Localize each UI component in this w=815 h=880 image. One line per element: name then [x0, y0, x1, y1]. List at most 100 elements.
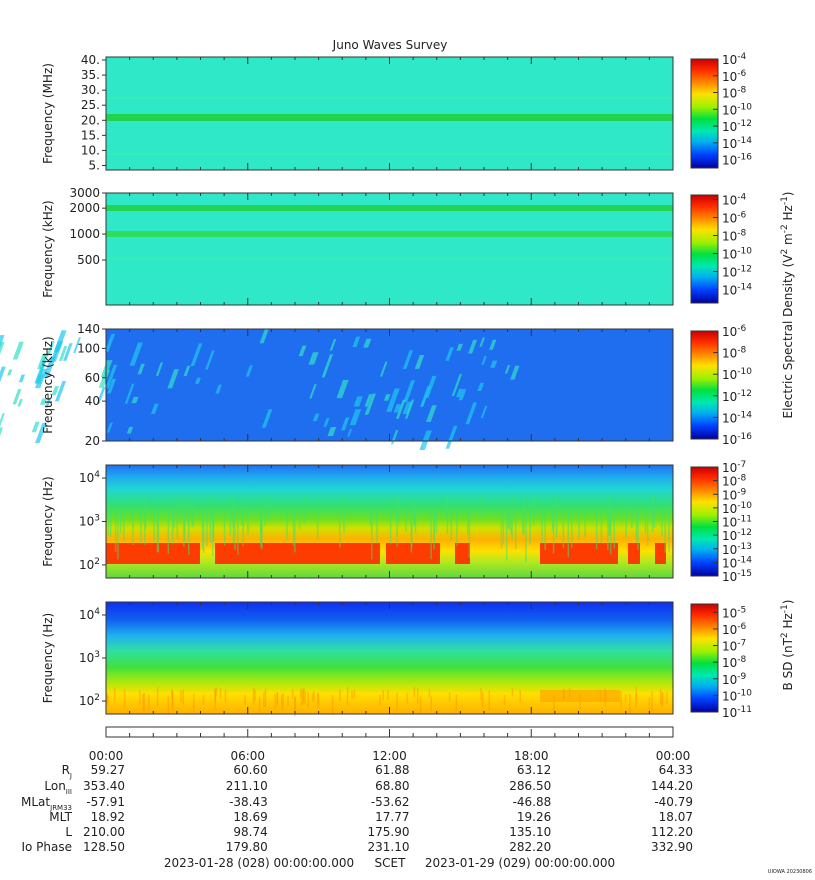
texture-streak	[661, 692, 664, 705]
burst-streak	[124, 383, 135, 404]
y-tick-label: 3000	[69, 186, 100, 200]
burst-streak	[0, 335, 5, 350]
ephemeris-value: 63.12	[517, 763, 551, 777]
texture-streak	[219, 688, 222, 699]
texture-streak	[313, 691, 315, 701]
texture-streak	[300, 690, 303, 706]
texture-streak	[455, 694, 458, 711]
colorbar-tick-label: 10-4	[722, 52, 747, 67]
texture-streak	[376, 508, 378, 544]
texture-streak	[264, 495, 266, 526]
burst-streak	[167, 369, 180, 389]
ephemeris-value: 98.74	[233, 825, 267, 839]
burst-streak	[104, 333, 116, 353]
burst-streak	[0, 413, 5, 427]
texture-streak	[620, 691, 622, 708]
texture-streak	[369, 502, 372, 525]
colorbar-tick-label: 10-10	[722, 688, 752, 703]
colorbar-tick-label: 10-12	[722, 119, 752, 134]
texture-streak	[254, 689, 256, 701]
y-tick-label: 20.	[81, 113, 100, 127]
texture-streak	[302, 688, 304, 705]
texture-streak	[182, 689, 184, 705]
burst-streak	[393, 404, 402, 413]
texture-streak	[508, 508, 511, 531]
emission-line	[106, 153, 673, 155]
intense-emission	[540, 543, 618, 564]
texture-streak	[609, 499, 611, 534]
texture-streak	[138, 690, 141, 705]
texture-streak	[646, 512, 649, 546]
colorbar-tick-label: 10-15	[722, 569, 752, 584]
burst-streak	[402, 350, 414, 369]
texture-streak	[488, 690, 490, 711]
panel-2-image	[106, 193, 673, 305]
y-tick-label: 140	[77, 322, 100, 336]
colorbar-tick-label: 10-14	[722, 283, 752, 298]
texture-streak	[398, 497, 400, 524]
burst-streak	[404, 399, 415, 419]
burst-streak	[194, 377, 201, 384]
colorbar-tick-label: 10-16	[722, 153, 752, 168]
stamp-watermark: UIOWA 20230806	[768, 869, 812, 875]
ephemeris-value: 61.88	[375, 763, 409, 777]
footer-scet-label: SCET	[375, 856, 407, 870]
texture-streak	[413, 687, 416, 698]
texture-streak	[299, 688, 302, 699]
colorbar-tick-label: 10-12	[722, 265, 752, 280]
texture-streak	[635, 687, 638, 701]
burst-streak	[105, 364, 118, 389]
burst-streak	[39, 398, 48, 405]
texture-streak	[620, 496, 623, 524]
texture-streak	[571, 499, 573, 549]
emission-patch	[540, 690, 620, 702]
texture-streak	[567, 513, 570, 558]
burst-streak	[309, 384, 317, 399]
texture-streak	[303, 495, 305, 524]
texture-streak	[448, 692, 451, 702]
texture-streak	[510, 507, 512, 535]
texture-streak	[405, 505, 407, 532]
texture-streak	[428, 688, 431, 698]
texture-streak	[541, 508, 543, 544]
burst-streak	[126, 426, 134, 434]
burst-streak	[395, 399, 406, 419]
ephemeris-value: 17.77	[375, 810, 409, 824]
colorbar-tick-label: 10-10	[722, 501, 752, 516]
texture-streak	[500, 502, 503, 549]
burst-streak	[352, 336, 361, 348]
texture-streak	[406, 692, 409, 704]
colorbar-tick-label: 10-6	[722, 324, 747, 339]
y-tick-label: 30.	[81, 83, 100, 97]
texture-streak	[466, 509, 469, 536]
colorbar-tick-label: 10-14	[722, 136, 752, 151]
texture-streak	[624, 693, 627, 703]
ephemeris-value: 332.90	[651, 840, 693, 854]
texture-streak	[276, 691, 279, 704]
emission-band	[106, 205, 673, 211]
texture-streak	[247, 507, 249, 535]
burst-streak	[51, 386, 59, 396]
texture-streak	[311, 693, 314, 703]
texture-streak	[252, 688, 255, 705]
texture-streak	[206, 504, 208, 547]
colorbar-tick-label: 10-13	[722, 542, 752, 557]
y-tick-label: 500	[77, 253, 100, 267]
colorbar-gradient	[690, 58, 719, 169]
burst-streak	[363, 338, 372, 348]
spectrogram-panel-5: 102 103 104 Frequency (Hz)	[41, 601, 674, 717]
intense-emission	[106, 543, 176, 564]
ephemeris-value: 144.20	[651, 779, 693, 793]
texture-streak	[132, 510, 134, 546]
texture-streak	[511, 495, 513, 540]
texture-streak	[106, 692, 109, 703]
texture-streak	[353, 689, 356, 698]
burst-streak	[45, 398, 52, 408]
intense-emission	[215, 543, 255, 564]
texture-streak	[303, 688, 305, 702]
texture-streak	[143, 693, 146, 712]
colorbars: 10-410-610-810-1010-1210-1410-1610-410-6…	[690, 52, 752, 720]
intense-emission	[176, 543, 200, 564]
texture-streak	[224, 689, 227, 703]
texture-streak	[274, 693, 276, 709]
